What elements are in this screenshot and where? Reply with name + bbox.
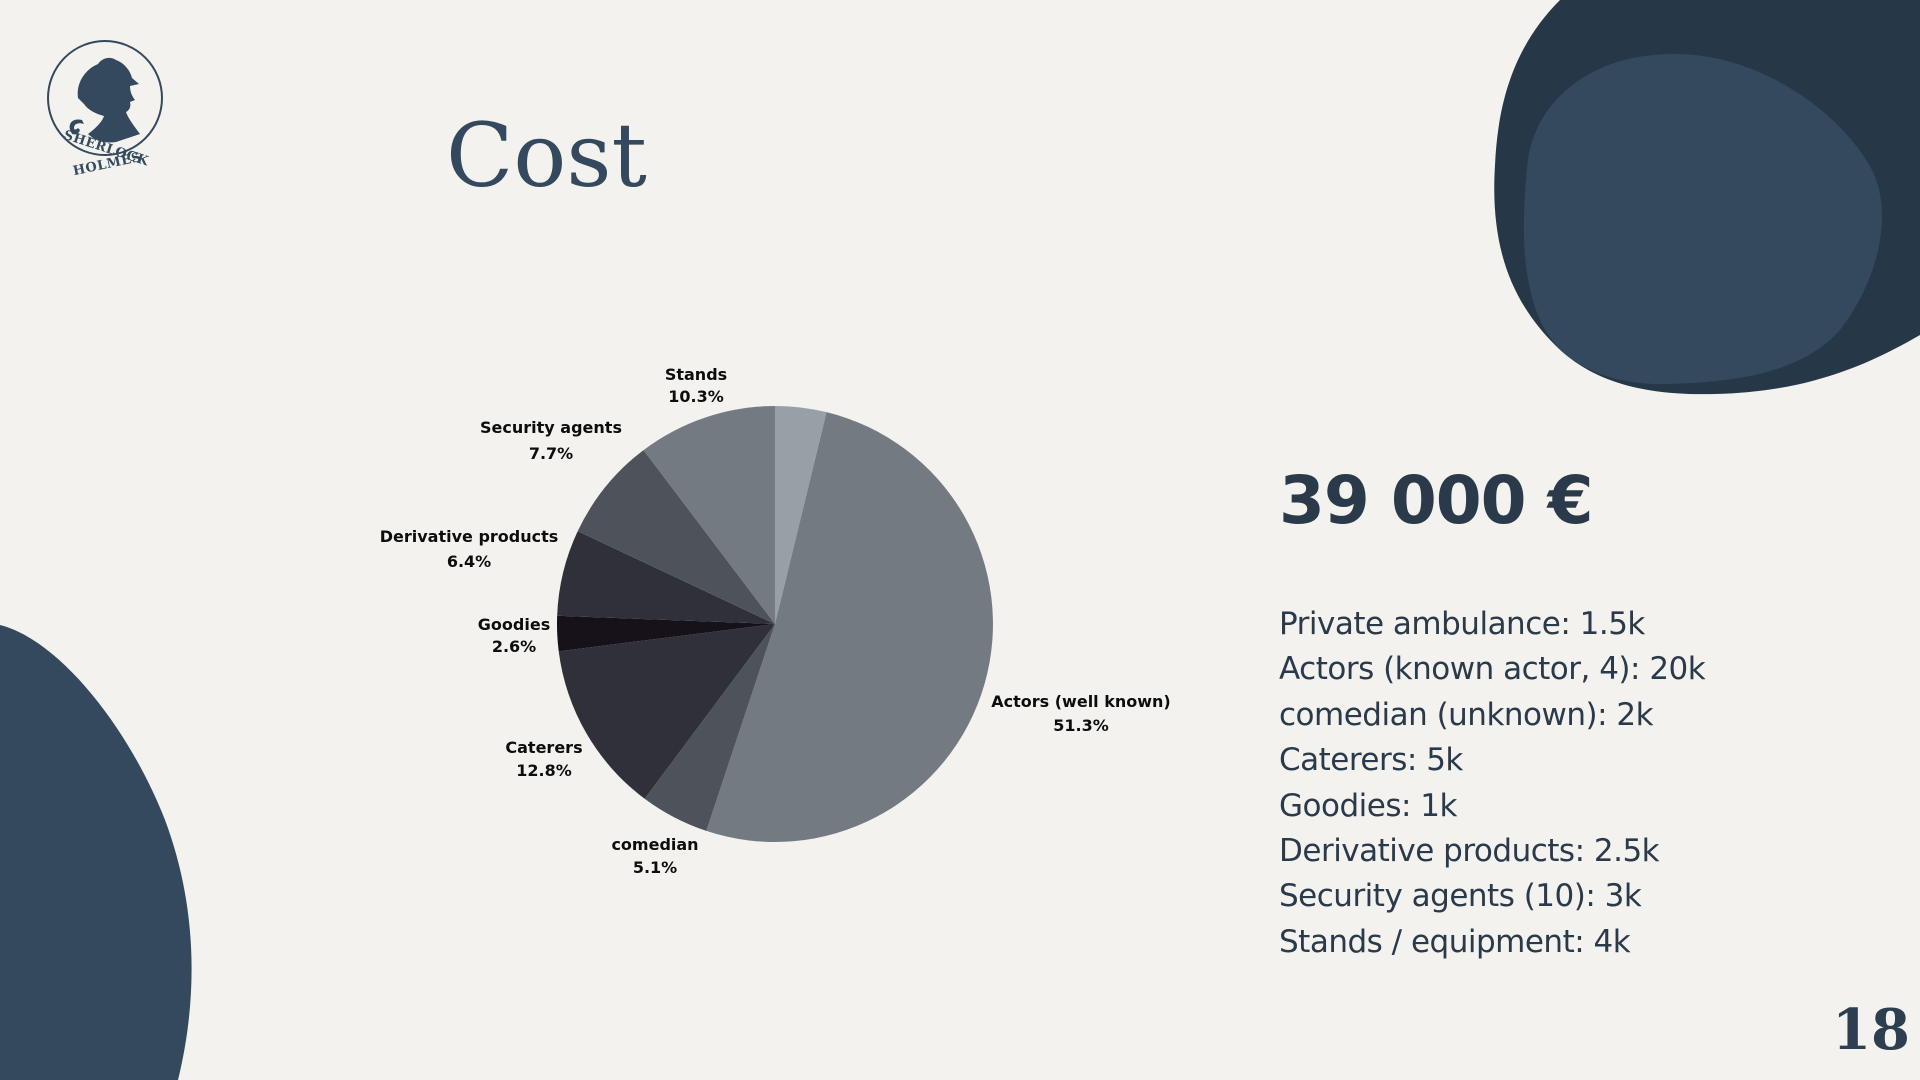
sherlock-holmes-silhouette-icon (69, 57, 140, 143)
pie-slice-goodies (556, 615, 775, 652)
pie-slice-unlabeled-0 (775, 406, 827, 624)
slice-percent-derivative-products: 6.4% (447, 552, 491, 571)
pie-labels: Actors (well known) 51.3% comedian 5.1% … (380, 365, 1171, 877)
breakdown-item-caterers: Caterers: 5k (1279, 742, 1463, 779)
slice-percent-caterers: 12.8% (516, 761, 572, 780)
page-title: Cost (446, 104, 647, 207)
breakdown-item-derivative-products: Derivative products: 2.5k (1279, 833, 1660, 870)
top-right-blob-light (1523, 53, 1882, 385)
slice-label-comedian: comedian (611, 835, 698, 854)
slice-percent-goodies: 2.6% (492, 637, 536, 656)
pie-slice-comedian (644, 624, 775, 831)
breakdown-item-ambulance: Private ambulance: 1.5k (1279, 606, 1645, 642)
pie-slice-derivative-products (557, 531, 775, 624)
total-cost: 39 000 € (1279, 462, 1593, 539)
slice-label-caterers: Caterers (505, 738, 582, 757)
breakdown-item-goodies: Goodies: 1k (1279, 787, 1457, 824)
breakdown-item-actors: Actors (known actor, 4): 20k (1279, 651, 1706, 688)
pie-slice-caterers (558, 624, 775, 799)
pie-slices (556, 406, 993, 842)
pie-slice-security-agents (577, 450, 775, 624)
slice-label-security-agents: Security agents (480, 418, 622, 437)
slice-label-derivative-products: Derivative products (380, 527, 559, 546)
slice-label-actors: Actors (well known) (991, 692, 1170, 711)
breakdown-item-comedian: comedian (unknown): 2k (1279, 696, 1654, 733)
slice-percent-comedian: 5.1% (633, 858, 677, 877)
pie-slice-stands (643, 406, 775, 624)
sherlock-holmes-logo: SHERLOCK HOLMES (47, 40, 163, 179)
page-number: 18 (1832, 997, 1910, 1063)
slice-percent-stands: 10.3% (668, 387, 724, 406)
slice-percent-actors: 51.3% (1053, 716, 1109, 735)
slice-label-stands: Stands (665, 365, 727, 384)
slice-percent-security-agents: 7.7% (529, 444, 573, 463)
breakdown-item-security-agents: Security agents (10): 3k (1279, 878, 1642, 915)
pie-slice-actors-well-known (706, 412, 993, 842)
bottom-left-blob (0, 625, 192, 1080)
cost-breakdown-list: Private ambulance: 1.5k Actors (known ac… (1279, 602, 1706, 965)
slice-label-goodies: Goodies (478, 615, 550, 634)
breakdown-item-stands: Stands / equipment: 4k (1279, 923, 1631, 960)
